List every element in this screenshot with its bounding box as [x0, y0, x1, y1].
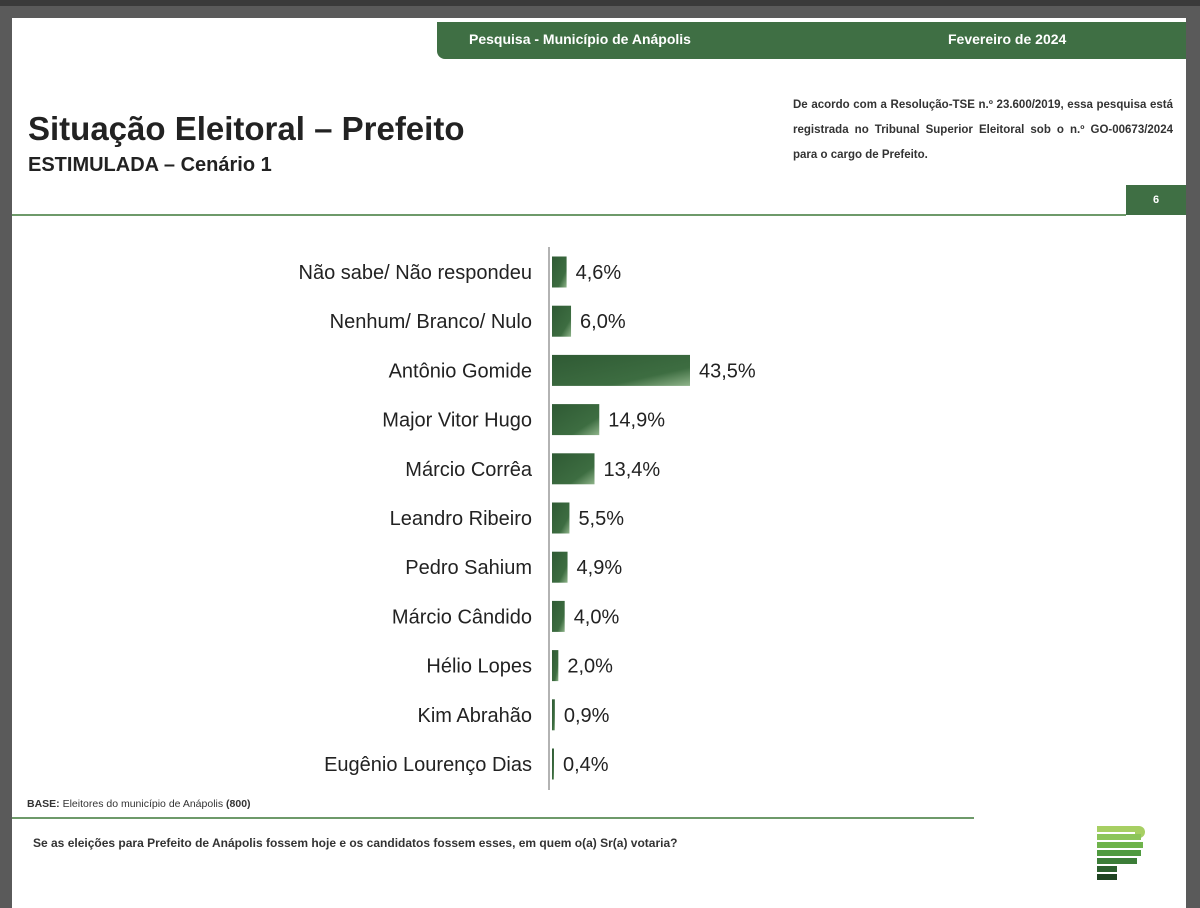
base-count: (800)	[226, 798, 251, 810]
bar	[552, 404, 600, 436]
footer-divider	[12, 817, 974, 819]
bar	[552, 748, 554, 780]
bar	[552, 650, 559, 682]
page-number: 6	[1126, 185, 1186, 215]
category-label: Nenhum/ Branco/ Nulo	[330, 311, 532, 333]
category-label: Antônio Gomide	[389, 360, 532, 382]
value-label: 4,9%	[577, 557, 623, 579]
bar	[552, 699, 555, 731]
window-top-strip	[0, 0, 1200, 6]
value-label: 0,4%	[563, 754, 609, 776]
header-bar: Pesquisa - Município de Anápolis Feverei…	[437, 22, 1186, 59]
category-label: Márcio Corrêa	[405, 459, 533, 481]
value-label: 2,0%	[567, 656, 613, 678]
category-label: Hélio Lopes	[426, 656, 532, 678]
value-label: 4,6%	[576, 262, 622, 284]
bar	[552, 305, 572, 337]
bar	[552, 453, 595, 485]
slide	[12, 18, 1186, 908]
value-label: 13,4%	[604, 459, 661, 481]
registration-note: De acordo com a Resolução-TSE n.º 23.600…	[793, 99, 1173, 161]
survey-name: Pesquisa - Município de Anápolis	[469, 31, 691, 47]
category-label: Pedro Sahium	[405, 557, 532, 579]
category-label: Major Vitor Hugo	[382, 410, 532, 432]
category-label: Não sabe/ Não respondeu	[299, 262, 533, 284]
category-label: Kim Abrahão	[417, 705, 532, 727]
bar	[552, 551, 568, 583]
base-text: Eleitores do município de Anápolis	[62, 798, 224, 810]
page-subtitle: ESTIMULADA – Cenário 1	[28, 154, 272, 176]
page-title: Situação Eleitoral – Prefeito	[28, 110, 465, 147]
bar	[552, 600, 565, 632]
value-label: 4,0%	[574, 606, 620, 628]
value-label: 5,5%	[578, 508, 624, 530]
value-label: 6,0%	[580, 311, 626, 333]
bar	[552, 354, 690, 386]
category-label: Eugênio Lourenço Dias	[324, 754, 532, 776]
survey-date: Fevereiro de 2024	[948, 31, 1067, 47]
bar	[552, 502, 570, 534]
category-label: Leandro Ribeiro	[390, 508, 532, 530]
base-note: BASE: Eleitores do município de Anápolis…	[27, 798, 251, 810]
bar	[552, 256, 567, 288]
value-label: 14,9%	[608, 410, 665, 432]
value-label: 43,5%	[699, 360, 756, 382]
category-label: Márcio Cândido	[392, 606, 532, 628]
header-divider	[12, 214, 1126, 216]
base-label: BASE:	[27, 798, 60, 810]
value-label: 0,9%	[564, 705, 610, 727]
pollster-logo	[1097, 826, 1145, 880]
survey-question: Se as eleições para Prefeito de Anápolis…	[33, 836, 678, 850]
